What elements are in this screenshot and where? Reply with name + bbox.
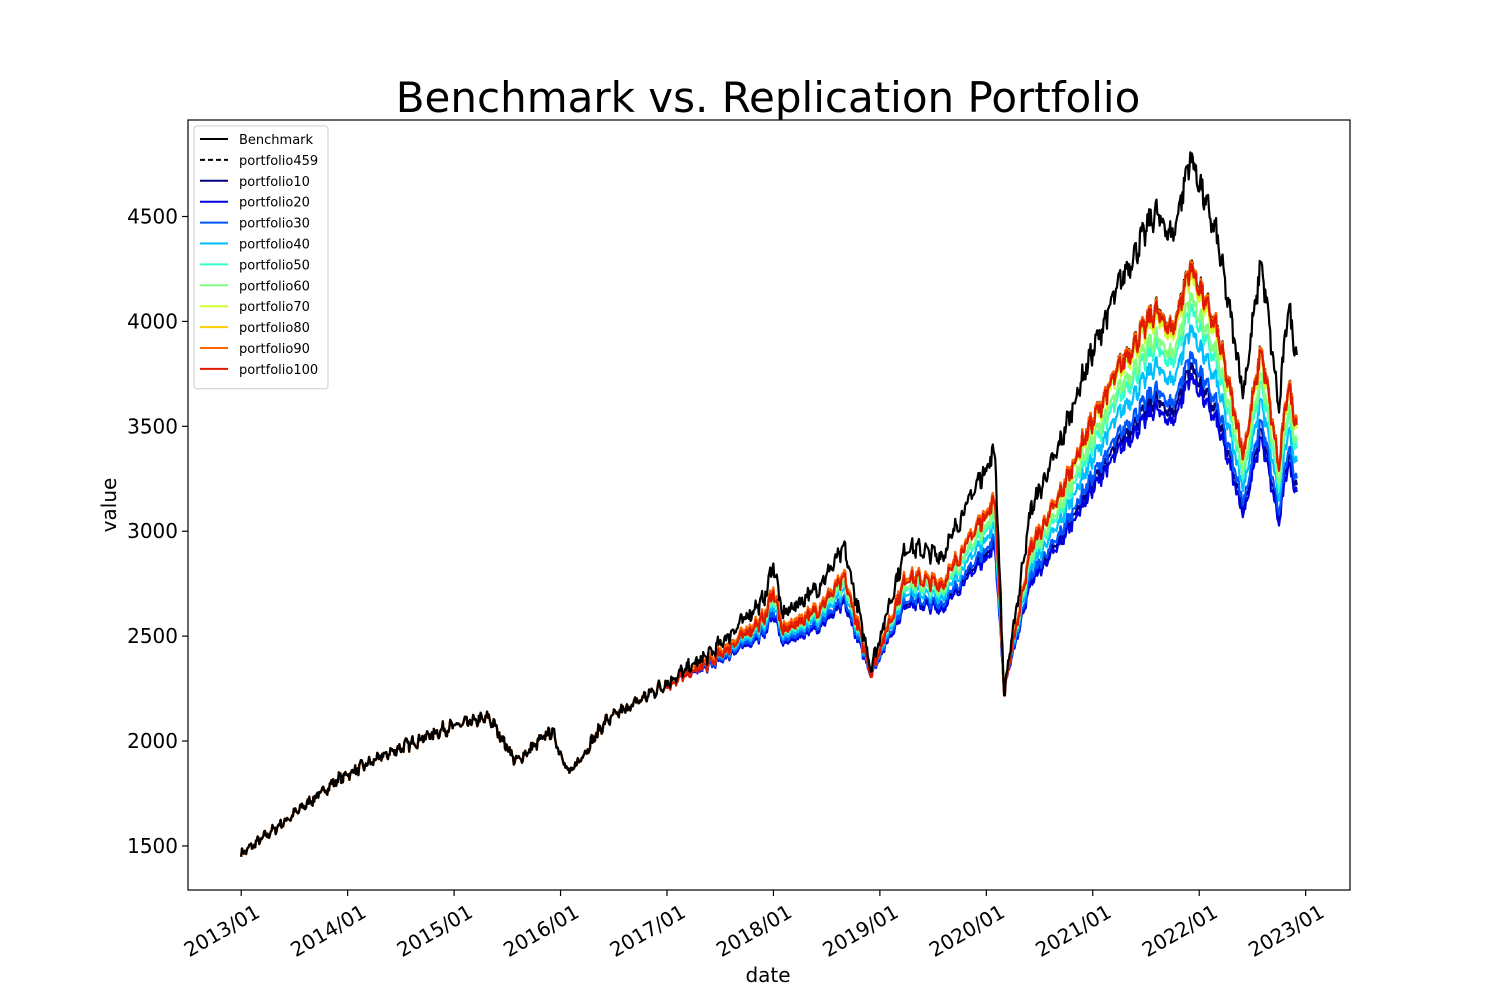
x-tick-label: 2014/01 — [286, 900, 370, 962]
y-axis: 1500 2000 2500 3000 3500 4000 4500 — [127, 205, 188, 858]
x-tick-label: 2013/01 — [180, 900, 264, 962]
legend-label: Benchmark — [239, 133, 314, 148]
legend-label: portfolio30 — [239, 217, 310, 232]
legend-label: portfolio100 — [239, 363, 318, 378]
x-tick-label: 2021/01 — [1031, 900, 1115, 962]
x-tick-label: 2019/01 — [818, 900, 902, 962]
x-axis: 2013/01 2014/01 2015/01 2016/01 2017/01 2018/… — [180, 890, 1328, 962]
series-line-Benchmark — [240, 151, 1298, 857]
legend-label: portfolio70 — [239, 300, 310, 315]
x-tick-label: 2017/01 — [606, 900, 690, 962]
x-tick-label: 2015/01 — [393, 900, 477, 962]
legend-label: portfolio90 — [239, 342, 310, 357]
y-tick-label: 2000 — [127, 729, 178, 753]
legend-label: portfolio20 — [239, 196, 310, 211]
x-tick-label: 2023/01 — [1244, 900, 1328, 962]
y-tick-label: 1500 — [127, 834, 178, 858]
legend-label: portfolio60 — [239, 279, 310, 294]
legend-box — [193, 125, 329, 390]
legend-label: portfolio80 — [239, 321, 310, 336]
legend-label: portfolio459 — [239, 154, 318, 169]
y-axis-label: value — [97, 478, 121, 533]
plot-frame — [187, 119, 1351, 891]
x-tick-label: 2016/01 — [499, 900, 583, 962]
x-axis-label: date — [745, 963, 790, 987]
y-tick-label: 3500 — [127, 414, 178, 438]
series-line-portfolio70 — [240, 270, 1298, 857]
legend: Benchmark portfolio459 portfolio10 portfoli… — [193, 125, 329, 390]
legend-label: portfolio40 — [239, 238, 310, 253]
legend-label: portfolio10 — [239, 175, 310, 190]
x-tick-label: 2018/01 — [712, 900, 796, 962]
x-tick-label: 2020/01 — [925, 900, 1009, 962]
y-tick-label: 4500 — [127, 205, 178, 229]
chart-title: Benchmark vs. Replication Portfolio — [396, 73, 1141, 122]
y-tick-label: 3000 — [127, 519, 178, 543]
series-layer — [240, 151, 1298, 857]
y-tick-label: 4000 — [127, 309, 178, 333]
x-tick-label: 2022/01 — [1138, 900, 1222, 962]
y-tick-label: 2500 — [127, 624, 178, 648]
legend-label: portfolio50 — [239, 258, 310, 273]
